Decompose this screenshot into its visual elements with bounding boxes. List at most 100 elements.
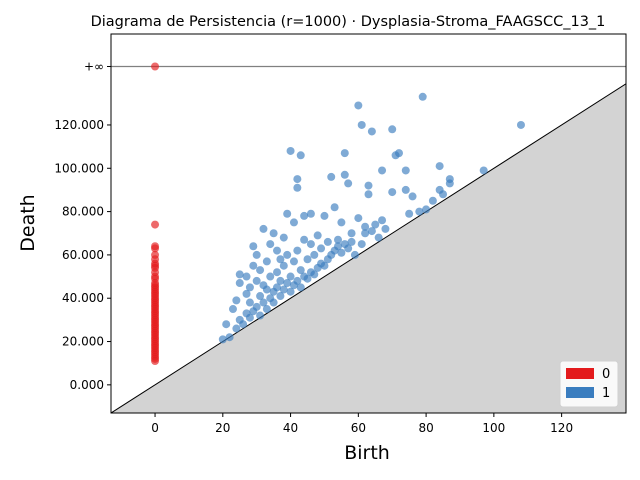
data-point-h1: [303, 255, 312, 264]
y-axis-label: Death: [17, 194, 39, 251]
data-point-h0: [151, 357, 160, 366]
x-tick-label: 20: [215, 421, 230, 435]
data-point-h1: [337, 218, 346, 227]
data-point-h1: [306, 240, 315, 249]
data-point-h1: [266, 272, 275, 281]
y-tick-label: 120.000: [54, 118, 104, 132]
data-point-h1: [256, 311, 265, 320]
y-tick-label: 0.000: [70, 378, 104, 392]
data-point-h1: [361, 229, 370, 238]
data-point-h1: [296, 266, 305, 275]
data-point-h1: [401, 166, 410, 175]
data-point-h1: [300, 235, 309, 244]
data-point-h1: [320, 261, 329, 270]
data-point-h1: [357, 240, 366, 249]
legend-label-0: 0: [602, 367, 610, 382]
legend-label-1: 1: [602, 386, 610, 401]
x-tick-label: 120: [550, 421, 573, 435]
data-point-h1: [242, 272, 251, 281]
data-point-h1: [245, 283, 254, 292]
data-point-h1: [273, 246, 282, 255]
data-point-h1: [350, 250, 359, 259]
diagonal-shaded-region: [111, 83, 626, 413]
data-point-h1: [340, 149, 349, 158]
data-point-h1: [293, 175, 302, 184]
data-point-h0: [151, 220, 160, 229]
data-point-h1: [439, 190, 448, 199]
data-point-h1: [262, 257, 271, 266]
data-point-h1: [367, 127, 376, 136]
data-point-h1: [303, 274, 312, 283]
data-point-h1: [279, 233, 288, 242]
data-point-h1: [405, 209, 414, 218]
data-point-h1: [354, 214, 363, 223]
data-point-h1: [415, 207, 424, 216]
data-point-h1: [286, 272, 295, 281]
data-point-h1: [296, 151, 305, 160]
data-point-h1: [364, 190, 373, 199]
data-point-h1: [428, 196, 437, 205]
data-point-h1: [276, 276, 285, 285]
data-point-h1: [252, 302, 261, 311]
y-tick-label-infinity: +∞: [84, 59, 104, 73]
data-point-h1: [418, 92, 427, 101]
y-tick-label: 100.000: [54, 161, 104, 175]
data-point-h1: [378, 216, 387, 225]
data-point-h1: [479, 166, 488, 175]
data-point-h0: [151, 244, 160, 253]
data-point-h1: [334, 242, 343, 251]
data-point-h1: [266, 240, 275, 249]
data-point-h1: [354, 101, 363, 110]
data-point-h1: [262, 305, 271, 314]
data-point-h1: [347, 229, 356, 238]
data-point-h1: [293, 183, 302, 192]
data-point-h1: [361, 222, 370, 231]
data-point-h1: [242, 289, 251, 298]
data-point-h1: [262, 285, 271, 294]
data-point-h1: [273, 283, 282, 292]
data-point-h1: [245, 313, 254, 322]
data-point-h1: [334, 235, 343, 244]
axes-frame: [110, 33, 627, 414]
data-point-h1: [323, 237, 332, 246]
data-point-h1: [286, 287, 295, 296]
data-point-h1: [256, 292, 265, 301]
y-tick-label: 60.000: [62, 248, 104, 262]
data-point-h1: [344, 244, 353, 253]
data-point-h1: [340, 170, 349, 179]
data-point-h1: [296, 283, 305, 292]
data-point-h1: [408, 192, 417, 201]
data-point-h1: [435, 162, 444, 171]
plot-area: 0 20 40 60 80 100 120 0.000 20.000 40.000 60.000 80…: [54, 33, 627, 435]
data-point-h1: [273, 268, 282, 277]
data-point-h1: [289, 257, 298, 266]
data-point-h1: [293, 276, 302, 285]
data-point-h1: [344, 179, 353, 188]
data-point-h1: [300, 211, 309, 220]
data-point-h1: [330, 203, 339, 212]
data-point-h1: [279, 261, 288, 270]
data-point-h1: [388, 188, 397, 197]
data-point-h1: [320, 211, 329, 220]
data-point-h1: [269, 229, 278, 238]
x-tick-label: 100: [482, 421, 505, 435]
data-point-h1: [310, 270, 319, 279]
legend-swatch-1: [566, 387, 594, 398]
data-point-h1: [239, 320, 248, 329]
data-point-h1: [276, 255, 285, 264]
data-point-h1: [252, 250, 261, 259]
data-point-h1: [378, 166, 387, 175]
data-point-h1: [232, 324, 241, 333]
data-point-h1: [306, 209, 315, 218]
y-tick-label: 80.000: [62, 205, 104, 219]
data-point-h1: [289, 218, 298, 227]
data-point-h1: [388, 125, 397, 134]
data-point-h1: [279, 285, 288, 294]
plot-layer: [111, 62, 626, 413]
data-point-h1: [516, 120, 525, 129]
data-point-h1: [235, 279, 244, 288]
chart-title: Diagrama de Persistencia (r=1000) · Dysp…: [91, 14, 606, 30]
data-point-h1: [327, 172, 336, 181]
data-point-h1: [259, 224, 268, 233]
